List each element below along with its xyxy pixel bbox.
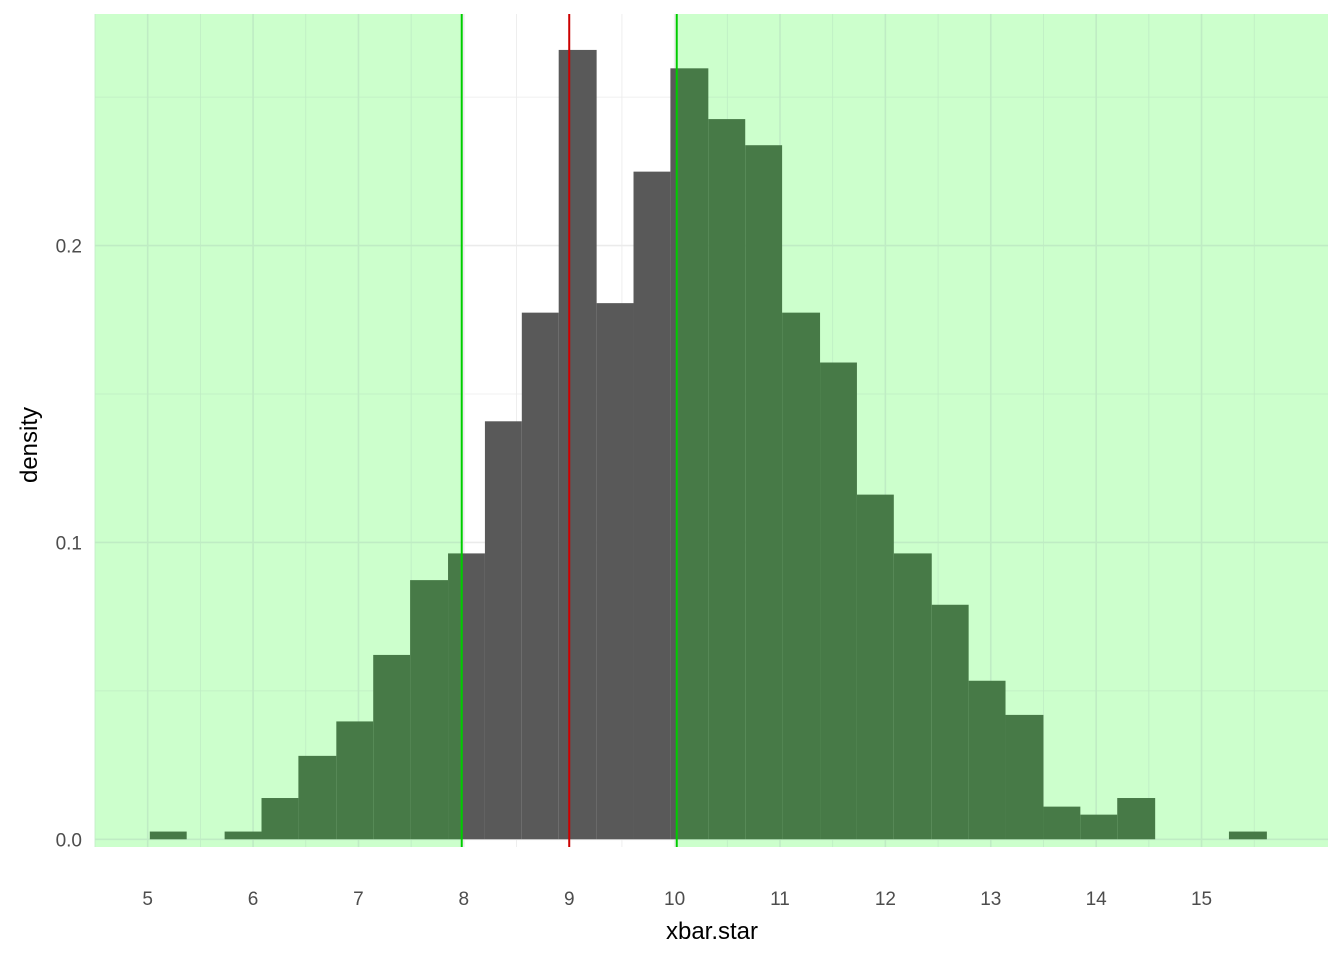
histogram-bar — [1005, 714, 1044, 840]
histogram-bar — [670, 68, 677, 840]
x-tick-label: 9 — [564, 889, 575, 910]
x-axis-title: xbar.star — [666, 918, 758, 945]
histogram-bar — [149, 831, 187, 840]
x-tick-label: 5 — [142, 889, 153, 910]
histogram-bar — [1228, 831, 1267, 840]
y-tick-labels: 0.0 0.1 0.2 — [56, 237, 82, 852]
x-tick-label: 10 — [664, 889, 685, 910]
x-tick-label: 11 — [770, 889, 790, 910]
histogram-bar — [931, 604, 969, 840]
x-tick-label: 6 — [248, 889, 259, 910]
histogram-bar — [596, 303, 634, 840]
histogram-bar — [410, 580, 449, 840]
y-tick-label: 0.0 — [56, 830, 82, 851]
histogram-bar — [968, 680, 1006, 840]
histogram-bar — [856, 494, 894, 840]
histogram-bar — [224, 831, 262, 840]
histogram-bar — [708, 119, 746, 840]
histogram-bar — [336, 721, 374, 840]
y-tick-label: 0.2 — [56, 237, 82, 258]
histogram-bar — [558, 49, 597, 840]
x-tick-label: 15 — [1191, 889, 1212, 910]
histogram-bar — [820, 362, 857, 840]
histogram-bar — [484, 421, 522, 840]
histogram-bar — [1043, 806, 1081, 840]
histogram-bar — [633, 171, 671, 840]
histogram-bar — [676, 68, 709, 840]
histogram-bar — [461, 553, 485, 840]
histogram-bar — [1117, 798, 1156, 840]
histogram-bar — [373, 654, 411, 840]
histogram-bar — [893, 553, 932, 840]
x-tick-label: 7 — [353, 889, 364, 910]
histogram-bar — [1080, 814, 1118, 840]
reference-lines — [460, 14, 678, 847]
y-tick-label: 0.1 — [56, 533, 82, 554]
histogram-bar — [298, 755, 337, 840]
histogram-bar — [448, 553, 462, 840]
histogram-bar — [745, 145, 783, 840]
x-tick-label: 12 — [875, 889, 896, 910]
x-tick-labels: 5 6 7 8 9 10 11 12 13 14 15 — [142, 889, 1212, 910]
histogram-bar — [521, 312, 559, 840]
histogram-bar — [261, 798, 299, 840]
x-tick-label: 8 — [459, 889, 470, 910]
histogram-bars — [149, 49, 1267, 840]
y-axis-title: density — [16, 407, 43, 483]
x-tick-label: 13 — [980, 889, 1001, 910]
x-tick-label: 14 — [1086, 889, 1108, 910]
histogram-bar — [782, 312, 821, 840]
